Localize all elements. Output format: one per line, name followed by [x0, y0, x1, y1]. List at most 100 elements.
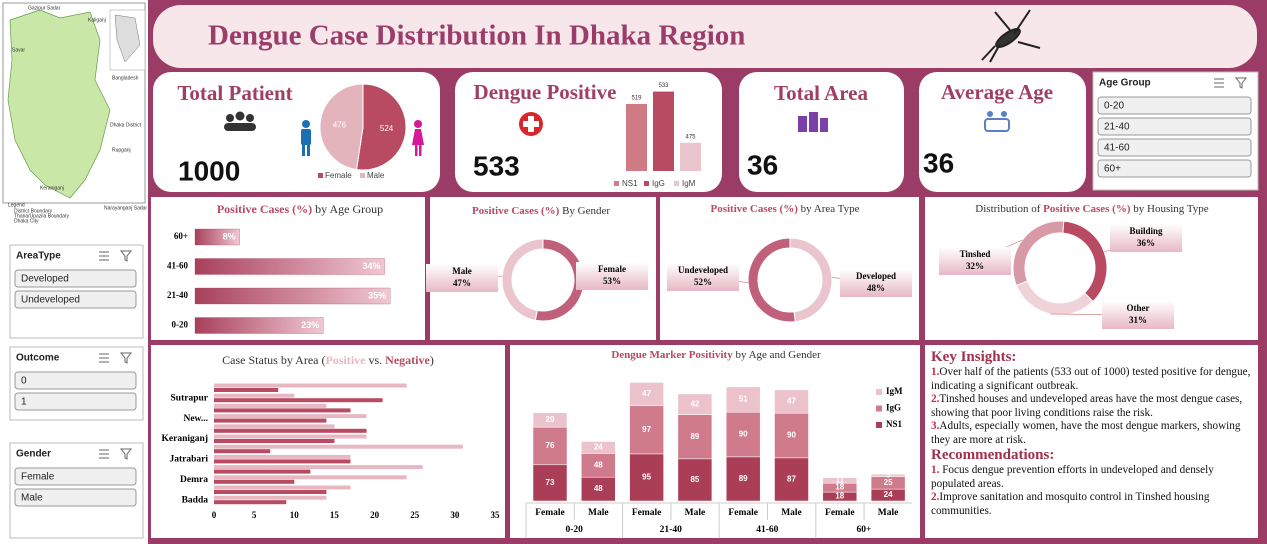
map-label: Legend	[8, 202, 25, 208]
legend-label: Female	[325, 171, 352, 180]
label-box	[1102, 301, 1174, 329]
slicer-item[interactable]	[14, 269, 137, 288]
slicer-item[interactable]	[14, 467, 137, 486]
legend-swatch	[876, 389, 882, 395]
multiselect-icon	[1214, 78, 1224, 88]
segment-label: 76	[546, 441, 555, 450]
x-tick-label: 35	[491, 510, 501, 520]
title-part: by Housing Type	[1131, 203, 1209, 215]
segment-label: 25	[884, 478, 893, 487]
title-part: )	[430, 353, 434, 367]
slicer-title: AreaType	[16, 251, 61, 262]
bar-segment	[774, 457, 809, 502]
segment-label: 18	[835, 492, 844, 501]
bar-label: 34%	[363, 261, 381, 271]
slicer-item[interactable]	[14, 371, 137, 390]
category-label: Female	[535, 508, 565, 518]
slicer-item[interactable]	[1097, 117, 1252, 136]
slicer-item[interactable]	[1097, 96, 1252, 115]
bar	[214, 428, 367, 433]
category-label: 21-40	[167, 290, 188, 300]
filter-icon	[119, 352, 133, 364]
slicer-title: Age Group	[1099, 78, 1151, 89]
bar-segment	[581, 441, 616, 454]
rec-text: Focus dengue prevention efforts in undev…	[931, 464, 1214, 490]
title: Dengue Case Distribution In Dhaka Region	[208, 20, 745, 52]
bar	[214, 403, 327, 408]
slicer-item-label: 0	[21, 376, 27, 387]
segment-label: 48	[594, 460, 603, 469]
slicer-item[interactable]	[1097, 138, 1252, 157]
slicer-item-label: 1	[21, 397, 27, 408]
category-label: Sutrapur	[171, 393, 209, 403]
slicer-item[interactable]	[14, 290, 137, 309]
bar-segment	[725, 386, 761, 413]
chart-title: Dengue Marker Positivity by Age and Gend…	[611, 349, 821, 361]
mosquito-icon	[981, 9, 1041, 63]
slicer-item-label: 41-60	[1104, 143, 1130, 154]
bar	[214, 500, 287, 505]
donut-value: 47%	[453, 278, 471, 288]
label-box	[840, 269, 912, 297]
multiselect-icon	[99, 353, 109, 363]
donut-category: Undeveloped	[678, 265, 728, 275]
bar	[214, 439, 335, 443]
title-part: Case Status by Area (	[222, 353, 325, 367]
bar-label: 475	[685, 134, 696, 140]
kpi-value: 36	[923, 147, 954, 178]
map-label: Narayanganj Sadar	[104, 205, 147, 211]
pie-slice	[319, 83, 364, 171]
insight-number: 3.	[931, 420, 940, 432]
group-label: 41-60	[756, 525, 778, 535]
title-part: Distribution of	[975, 203, 1043, 215]
donut-value: 31%	[1129, 315, 1147, 325]
rec-text: Improve sanitation and mosquito control …	[931, 491, 1210, 517]
donut-value: 52%	[694, 277, 712, 287]
donut-slice	[747, 237, 796, 323]
map-label: Thana/Upazila Boundary	[14, 213, 70, 219]
x-tick-label: 30	[450, 510, 460, 520]
bar	[214, 495, 327, 500]
title-part: by Area Type	[798, 203, 860, 215]
legend-swatch	[360, 173, 365, 178]
map-shape	[7, 9, 111, 199]
bar	[214, 444, 463, 449]
slicer-item[interactable]	[14, 488, 137, 507]
bar	[214, 479, 295, 484]
filter-icon	[1234, 77, 1248, 89]
title-part: Positive Cases (%)	[217, 202, 312, 216]
title-part: Positive Cases (%)	[1043, 203, 1131, 215]
chart-title: Positive Cases (%) by Age Group	[217, 202, 383, 216]
bar	[194, 228, 240, 246]
filter-icon	[119, 250, 133, 262]
multiselect-icon	[99, 251, 109, 261]
segment-label: 90	[787, 431, 796, 440]
slicer-item-label: Female	[21, 472, 55, 483]
bar	[214, 475, 407, 480]
kpi-value: 36	[747, 149, 778, 180]
slicer-item[interactable]	[14, 392, 137, 411]
legend-label: IgM	[682, 179, 696, 188]
category-label: Female	[825, 508, 855, 518]
segment-label: 47	[642, 389, 651, 398]
bar-label: 519	[631, 96, 642, 102]
bar-label: 8%	[223, 231, 236, 241]
donut-category: Tinshed	[960, 249, 991, 259]
bar	[680, 142, 701, 171]
category-label: Badda	[182, 495, 209, 505]
legend-label: IgG	[886, 403, 901, 413]
kpi-value: 1000	[178, 155, 240, 186]
insight: 2.Tinshed houses and undeveloped areas h…	[931, 393, 1253, 420]
donut-slice	[501, 238, 544, 321]
bar	[214, 434, 367, 439]
slicer-item[interactable]	[1097, 159, 1252, 178]
x-tick-label: 25	[410, 510, 420, 520]
bar-segment	[629, 405, 664, 455]
pie-label: 476	[333, 120, 347, 129]
pie-slice	[355, 83, 407, 171]
insights: Key Insights: 1.Over half of the patients…	[931, 349, 1253, 518]
bar	[194, 258, 385, 275]
bar-segment	[629, 382, 664, 407]
category-label: Male	[781, 508, 802, 518]
